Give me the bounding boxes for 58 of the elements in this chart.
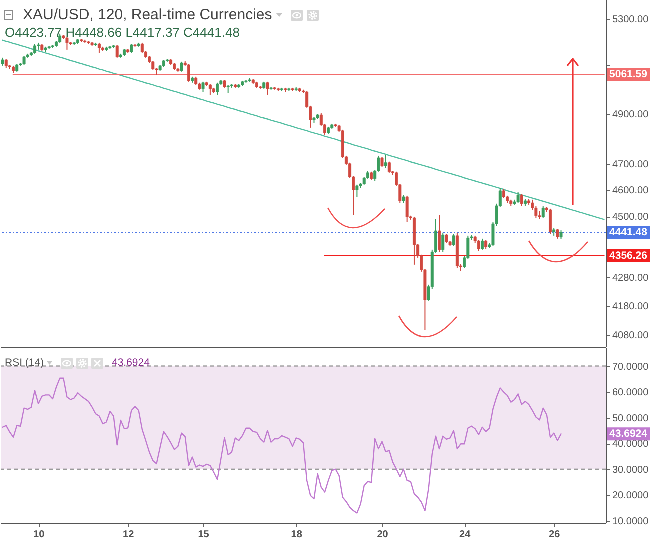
- candlestick: [208, 84, 212, 96]
- chart-title: XAU/USD, 120, Real-time Currencies: [23, 6, 272, 24]
- y-tick-label: 4180.00: [612, 301, 650, 312]
- y-tick-label: 70.0000: [612, 362, 650, 373]
- data-label: 5061.59: [610, 68, 648, 81]
- candlestick: [406, 195, 409, 223]
- candlestick: [66, 36, 69, 50]
- candlestick: [202, 81, 205, 93]
- candlestick: [384, 154, 388, 169]
- candlestick: [477, 240, 480, 252]
- candlestick: [187, 64, 190, 82]
- ref-line-label: 4441.48: [610, 226, 648, 239]
- candlestick: [556, 228, 560, 240]
- text: RSI (14): [5, 357, 44, 369]
- candlestick: [216, 82, 220, 96]
- candlestick: [542, 206, 545, 219]
- x-tick-label: 26: [549, 530, 561, 540]
- candlestick: [516, 191, 520, 204]
- candlestick: [442, 232, 445, 253]
- y-tick-label: 10.0000: [612, 516, 650, 528]
- data-label: 4356.26: [610, 250, 648, 262]
- line-series: [2, 378, 562, 514]
- y-tick-label: 50.0000: [612, 413, 650, 424]
- text: O4423.77 H4448.66 L4417.37 C4441.48: [5, 25, 240, 40]
- candlestick: [34, 44, 36, 54]
- y-tick-label: 4900.00: [612, 109, 650, 120]
- y-tick-label: 30.0000: [612, 464, 650, 476]
- x-tick-label: 18: [291, 530, 303, 540]
- y-tick-label: 4500.00: [612, 212, 650, 224]
- candlestick: [452, 234, 456, 247]
- candlestick: [266, 81, 270, 96]
- candlestick: [356, 184, 359, 198]
- candlestick: [116, 44, 119, 58]
- candlestick: [98, 42, 101, 54]
- candlestick: [520, 194, 524, 207]
- y-tick-label: 4700.00: [612, 160, 650, 171]
- x-tick-label: 10: [34, 530, 46, 540]
- candlestick: [180, 61, 184, 72]
- x-tick-label: 20: [377, 530, 389, 540]
- candlestick: [445, 234, 448, 244]
- y-tick-label: 4280.00: [612, 272, 650, 284]
- candlestick: [380, 156, 384, 168]
- y-tick-label: 60.0000: [612, 388, 650, 399]
- y-tick-label: 20.0000: [612, 490, 650, 502]
- text: 43.6924: [112, 357, 150, 369]
- candlestick: [549, 208, 552, 235]
- x-tick-label: 24: [460, 530, 472, 540]
- y-tick-label: 4600.00: [612, 186, 650, 197]
- candlestick: [438, 214, 442, 253]
- x-tick-label: 12: [123, 530, 135, 540]
- x-tick-label: 15: [198, 530, 210, 540]
- line-series: [2, 40, 605, 220]
- candlestick: [388, 161, 391, 174]
- y-tick-label: 5300.00: [612, 14, 650, 26]
- candlestick: [484, 240, 488, 250]
- candlestick: [481, 238, 484, 250]
- text: 43.6924: [610, 428, 648, 440]
- y-tick-label: 4080.00: [612, 330, 650, 342]
